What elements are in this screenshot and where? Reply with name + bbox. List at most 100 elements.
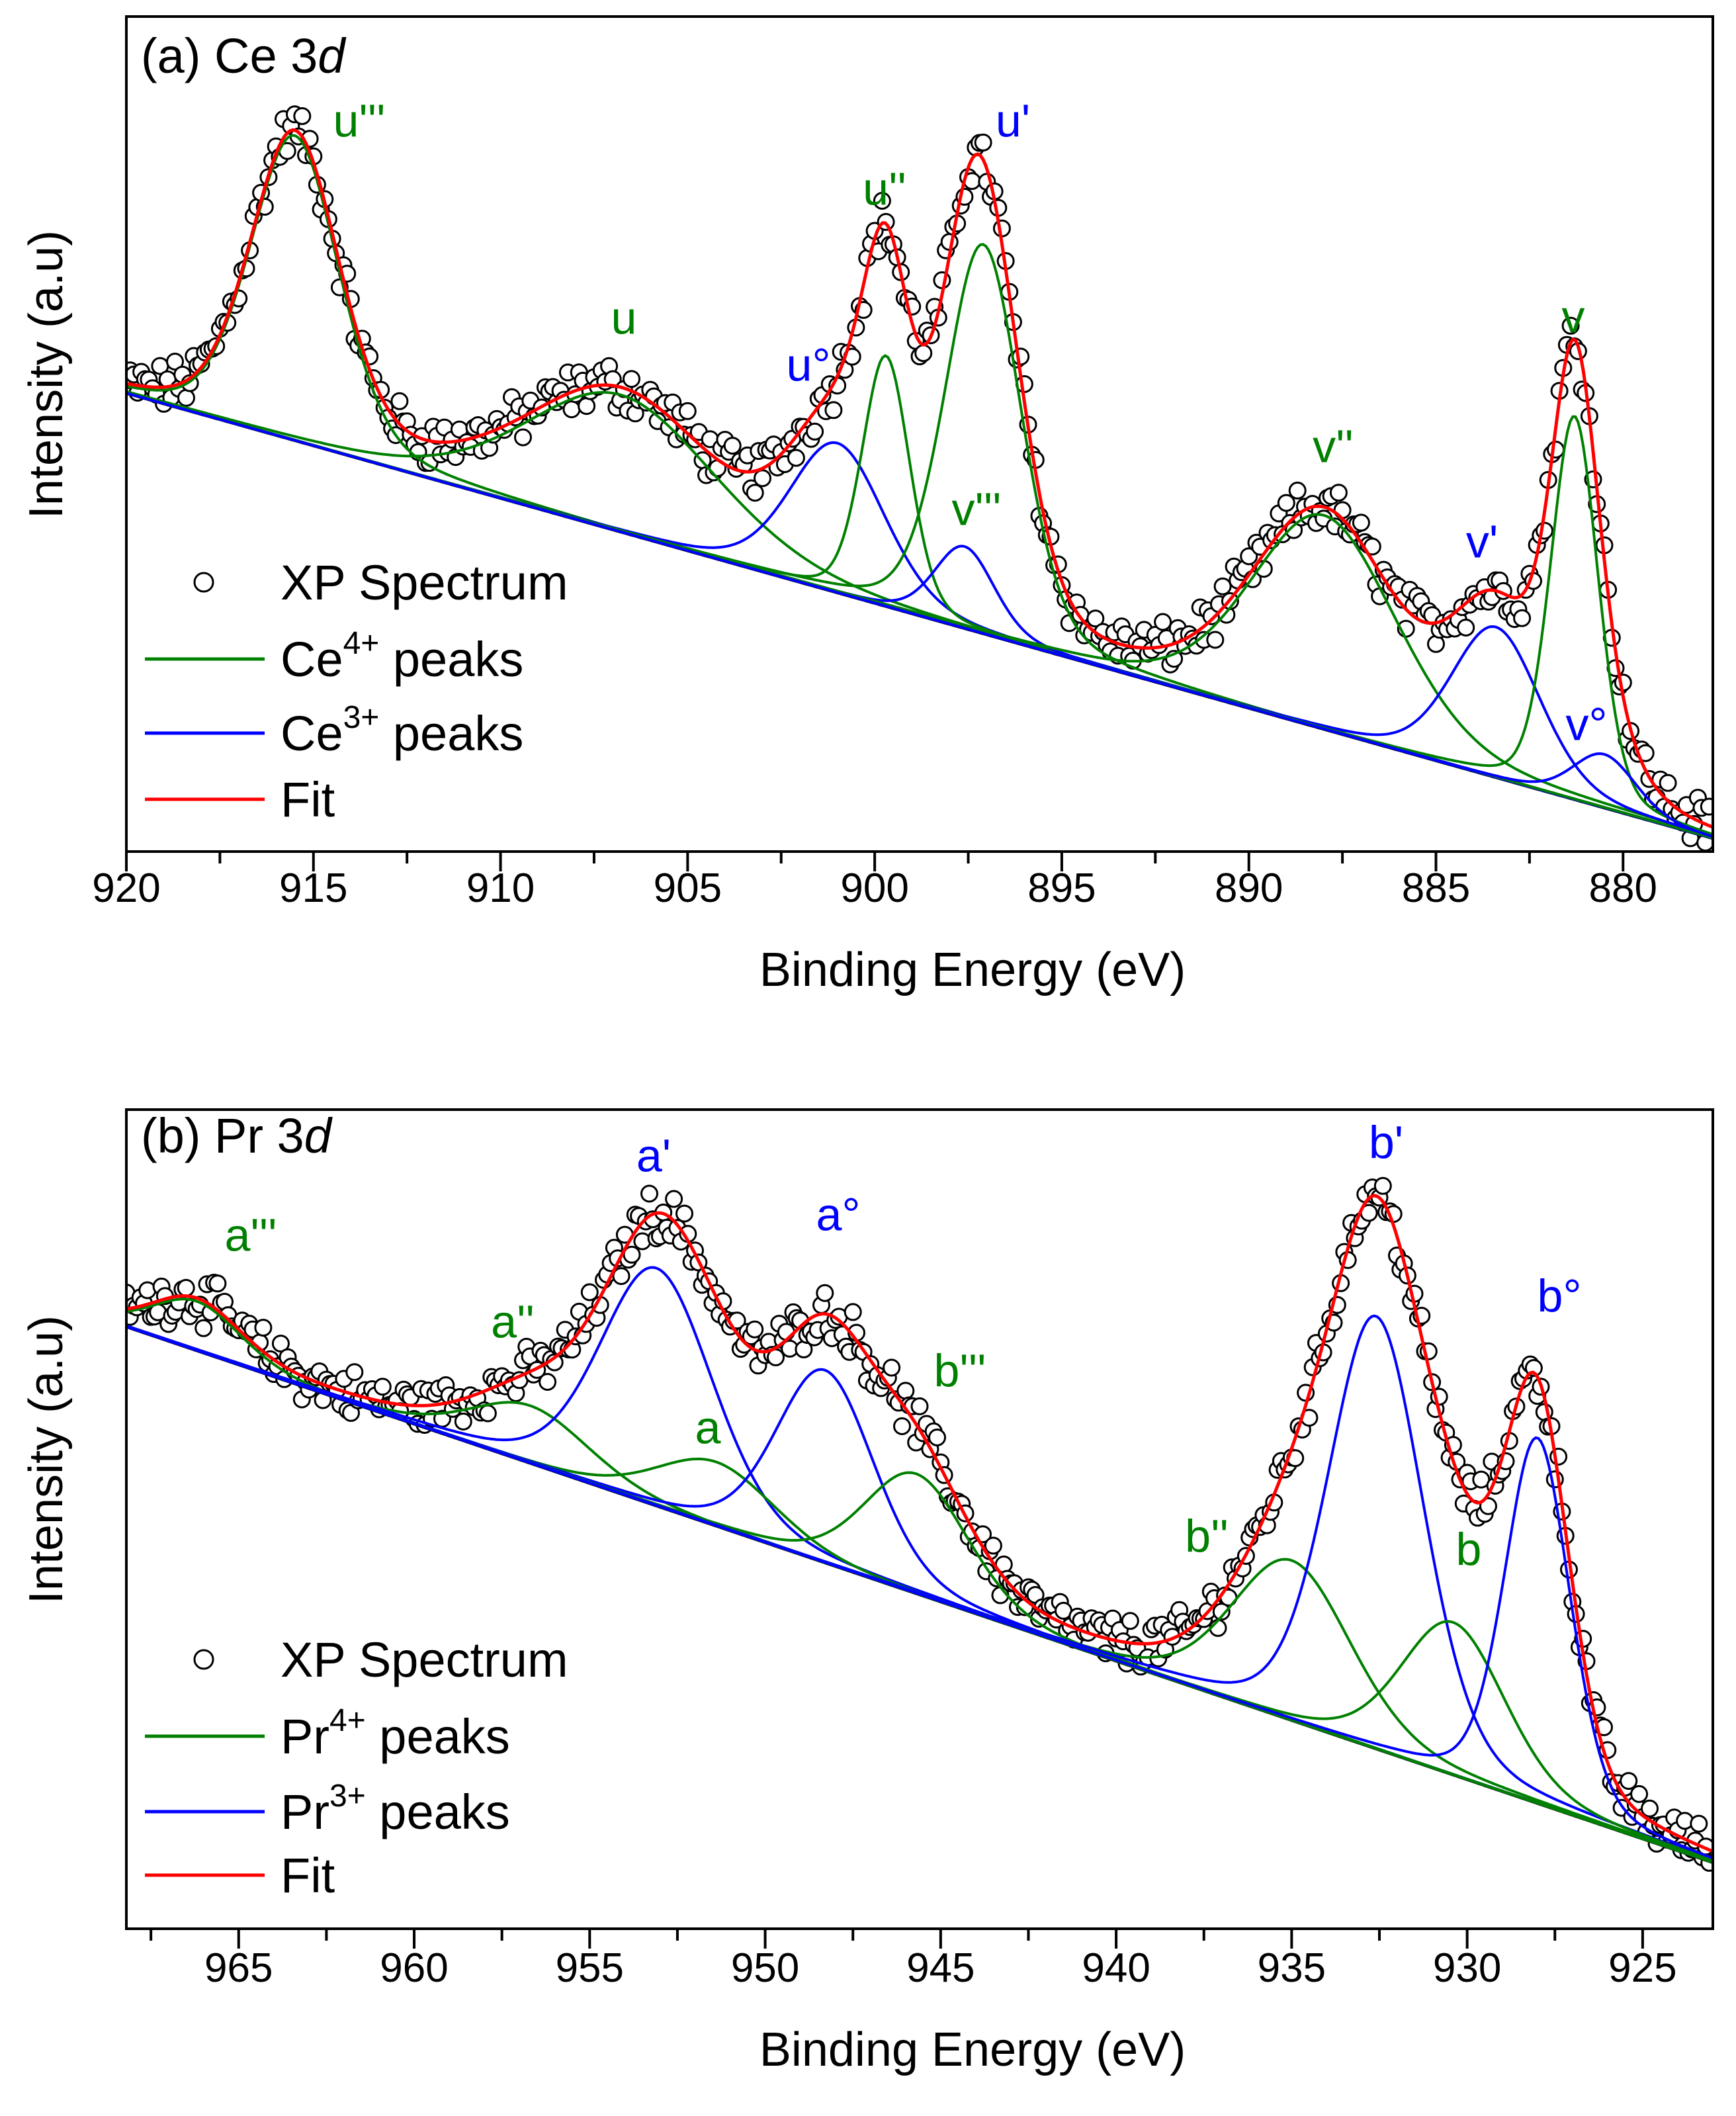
y-axis-title: Intensity (a.u) bbox=[20, 1315, 73, 1604]
x-tick-label: 900 bbox=[840, 865, 908, 911]
component-line-v° bbox=[126, 392, 1713, 838]
legend-name: Ce bbox=[281, 632, 343, 687]
peak-label: a' bbox=[636, 1129, 671, 1181]
data-point bbox=[806, 422, 824, 441]
data-point bbox=[195, 1319, 213, 1337]
data-point bbox=[844, 1303, 862, 1321]
data-point bbox=[1690, 1814, 1708, 1833]
data-point bbox=[1206, 631, 1225, 649]
peak-label: u''' bbox=[333, 95, 385, 146]
panel-title-italic: d bbox=[318, 28, 347, 83]
x-tick-label: 930 bbox=[1433, 1945, 1501, 1991]
legend-suffix: peaks bbox=[366, 1785, 510, 1839]
legend-suffix: peaks bbox=[379, 632, 523, 687]
plot-area bbox=[126, 105, 1713, 852]
x-tick-label: 885 bbox=[1402, 865, 1470, 911]
legend-item: Ce3+ peaks bbox=[145, 700, 523, 761]
data-point bbox=[1547, 441, 1565, 459]
panel-title-text: (b) Pr 3 bbox=[141, 1108, 304, 1163]
x-tick-label: 960 bbox=[380, 1945, 448, 1991]
peak-label: u° bbox=[787, 339, 831, 390]
x-tick-label: 955 bbox=[556, 1945, 624, 1991]
data-point bbox=[1154, 613, 1172, 631]
data-point bbox=[345, 1363, 364, 1382]
y-axis-title: Intensity (a.u) bbox=[20, 230, 73, 519]
data-point bbox=[1513, 609, 1532, 627]
data-point bbox=[928, 1429, 946, 1446]
panel-title-italic: d bbox=[304, 1108, 333, 1163]
data-point bbox=[1641, 1799, 1659, 1818]
legend-superscript: 4+ bbox=[343, 626, 380, 661]
data-point bbox=[974, 133, 992, 152]
data-point bbox=[1700, 797, 1713, 816]
data-point bbox=[754, 469, 771, 488]
data-point bbox=[896, 1382, 915, 1400]
data-point bbox=[562, 400, 581, 419]
x-tick-label: 890 bbox=[1215, 865, 1283, 911]
data-point bbox=[914, 344, 933, 363]
data-point bbox=[787, 449, 805, 467]
peak-label: v''' bbox=[951, 483, 1001, 535]
legend-name: Pr bbox=[281, 1709, 329, 1764]
legend-superscript: 3+ bbox=[343, 700, 380, 735]
legend-item: Pr4+ peaks bbox=[145, 1703, 510, 1764]
data-point bbox=[539, 1373, 557, 1391]
x-axis-title: Binding Energy (eV) bbox=[760, 2023, 1186, 2076]
data-point bbox=[873, 192, 891, 210]
x-tick-label: 905 bbox=[654, 865, 722, 911]
plot-frame bbox=[125, 1108, 1714, 1930]
peak-label: v° bbox=[1566, 698, 1608, 750]
data-point bbox=[883, 1358, 901, 1377]
data-point bbox=[514, 428, 532, 447]
data-point bbox=[1630, 1785, 1649, 1803]
x-tick-label: 925 bbox=[1608, 1945, 1676, 1991]
data-point bbox=[623, 370, 640, 388]
data-point bbox=[1212, 1603, 1231, 1621]
data-point bbox=[293, 107, 312, 125]
legend-item: Fit bbox=[145, 772, 335, 827]
fit-line bbox=[126, 128, 1713, 829]
data-point bbox=[612, 1267, 630, 1286]
legend-suffix: peaks bbox=[379, 706, 523, 761]
data-point bbox=[910, 1397, 929, 1415]
x-axis-title: Binding Energy (eV) bbox=[760, 944, 1186, 996]
legend-superscript: 3+ bbox=[329, 1779, 366, 1814]
data-point bbox=[777, 1323, 795, 1341]
peak-label: a° bbox=[816, 1188, 861, 1240]
data-point bbox=[1213, 577, 1232, 595]
data-point bbox=[208, 1274, 227, 1293]
plot-area bbox=[126, 1176, 1713, 1872]
data-point bbox=[1561, 316, 1580, 335]
legend-item: Ce4+ peaks bbox=[145, 626, 523, 687]
data-point bbox=[1457, 619, 1475, 637]
data-point bbox=[723, 437, 742, 455]
x-tick-label: 915 bbox=[279, 865, 347, 911]
legend-label: Fit bbox=[281, 772, 335, 827]
data-point bbox=[675, 1204, 693, 1223]
x-tick-label: 965 bbox=[204, 1945, 273, 1991]
data-point bbox=[177, 1278, 195, 1297]
data-point bbox=[1620, 1772, 1638, 1790]
plot-frame bbox=[125, 15, 1714, 853]
legend-name: Pr bbox=[281, 1785, 329, 1839]
x-tick-label: 935 bbox=[1258, 1945, 1326, 1991]
component-line-b° bbox=[126, 1325, 1713, 1860]
data-point bbox=[984, 1536, 1002, 1555]
peak-label: a''' bbox=[224, 1209, 277, 1260]
data-point bbox=[373, 1378, 392, 1396]
peak-label: a'' bbox=[491, 1296, 535, 1347]
data-point bbox=[665, 1190, 683, 1208]
x-tick-label: 950 bbox=[731, 1945, 799, 1991]
panel-b: 965 960 955 950 945 940 935 930 925 Binding Energ… bbox=[20, 1108, 1714, 2076]
peak-label: v bbox=[1562, 290, 1585, 342]
data-point bbox=[390, 392, 409, 410]
data-point bbox=[893, 1417, 911, 1435]
panel-title-text: (a) Ce 3 bbox=[141, 28, 318, 83]
legend-item: XP Spectrum bbox=[193, 1632, 568, 1687]
legend-item: Fit bbox=[145, 1848, 335, 1903]
legend-marker-icon bbox=[193, 1649, 214, 1670]
peak-label: a bbox=[695, 1401, 721, 1453]
legend-name: Fit bbox=[281, 1848, 335, 1903]
